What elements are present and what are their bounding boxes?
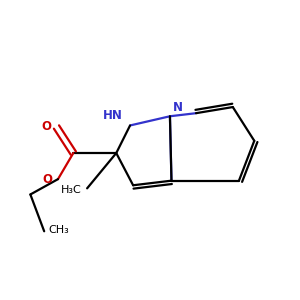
Text: O: O [43, 172, 52, 186]
Text: O: O [41, 121, 51, 134]
Text: H₃C: H₃C [61, 185, 82, 195]
Text: HN: HN [103, 110, 122, 122]
Text: CH₃: CH₃ [49, 225, 70, 235]
Text: N: N [173, 101, 183, 114]
